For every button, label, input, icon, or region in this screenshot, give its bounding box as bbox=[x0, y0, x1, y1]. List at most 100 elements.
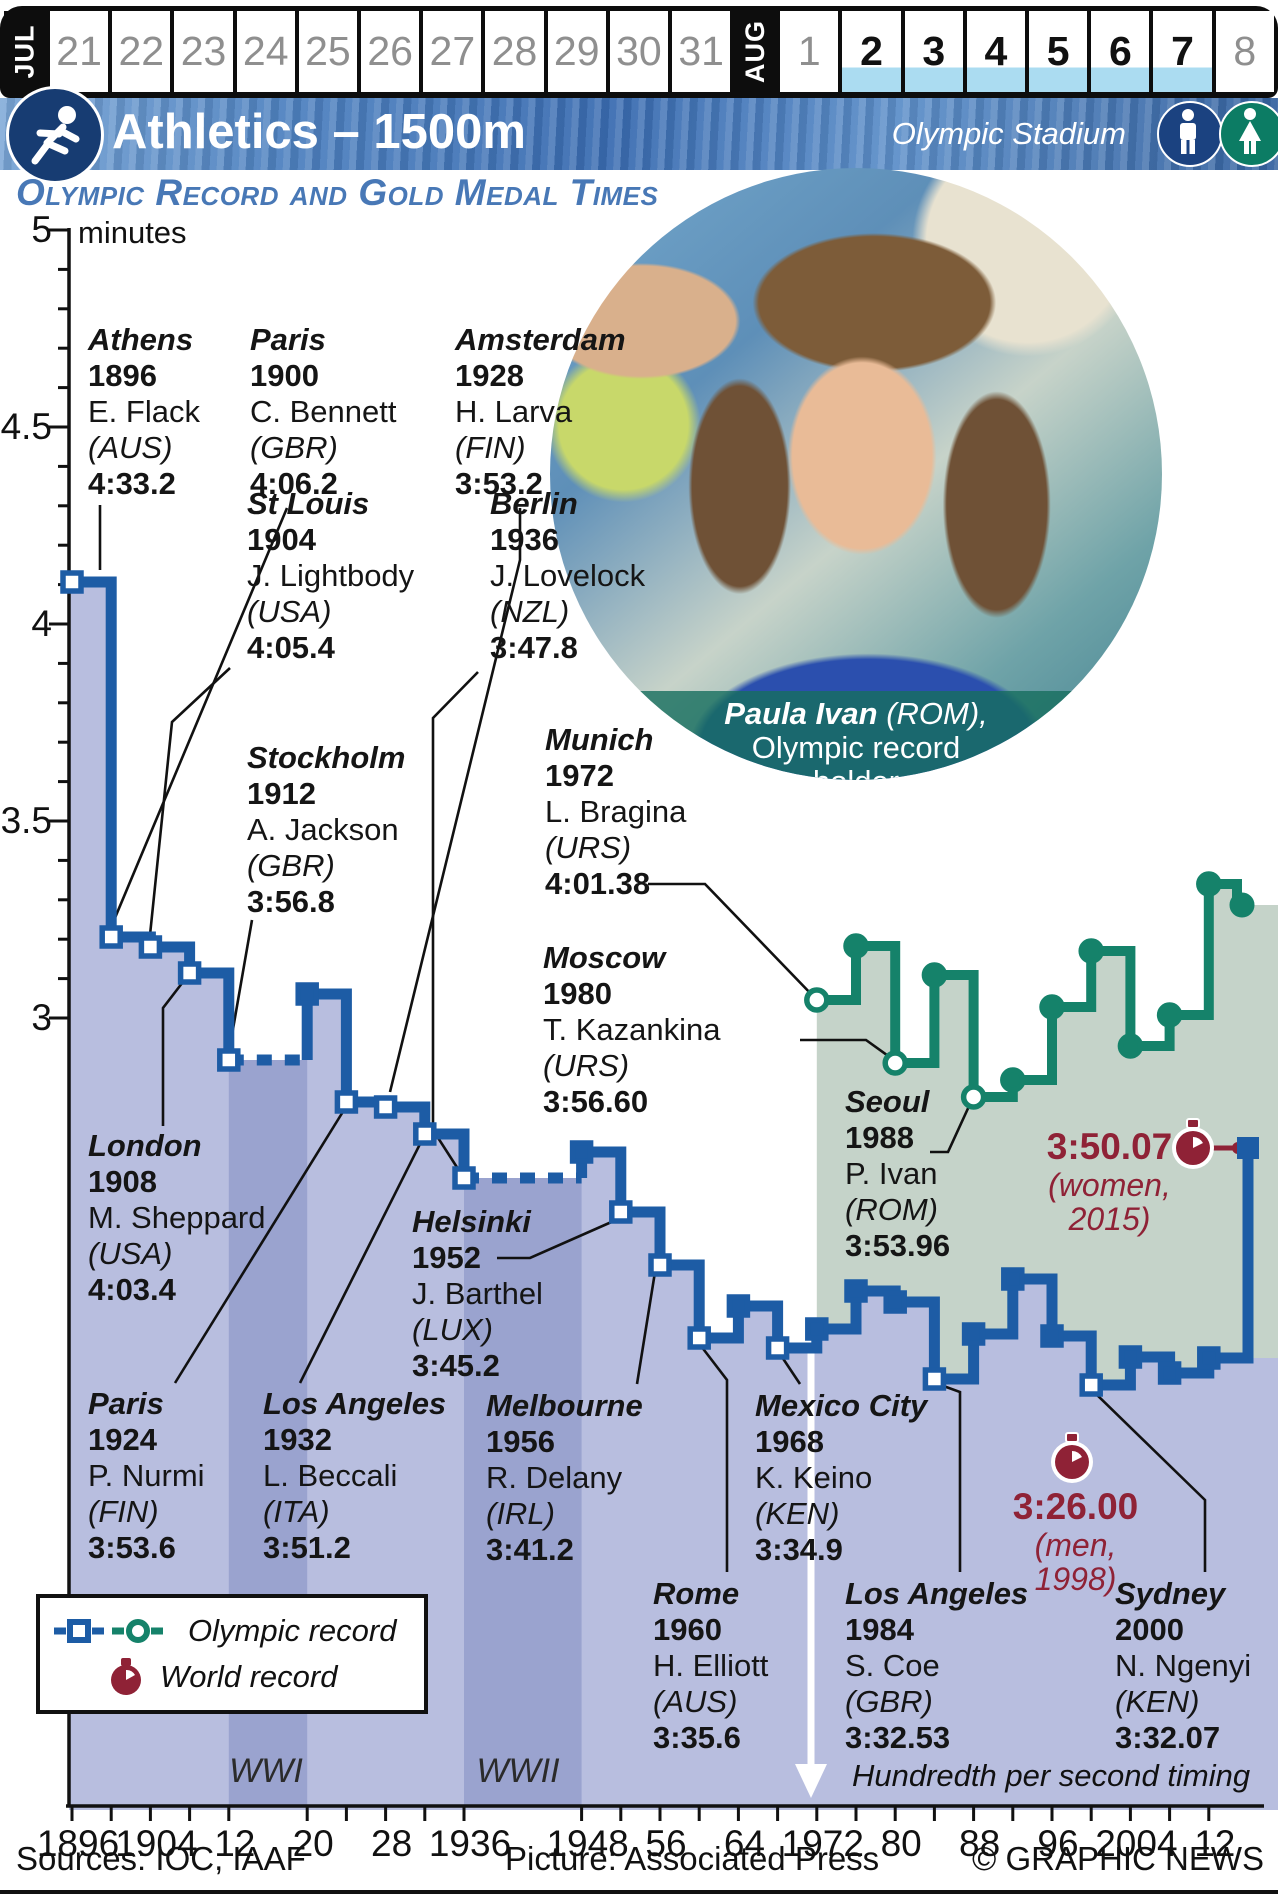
world-record-men-note: (men, 1998) bbox=[1034, 1527, 1117, 1597]
annotation-city: Los Angeles bbox=[263, 1386, 447, 1421]
world-record-women-time: 3:50.07 bbox=[1046, 1126, 1173, 1167]
calendar-day-cell: 27 bbox=[423, 11, 482, 92]
svg-text:88: 88 bbox=[959, 1823, 1000, 1864]
photo-caption-line3: holder bbox=[550, 765, 1162, 781]
annotation-city: Moscow bbox=[543, 940, 666, 975]
calendar-day-cell: 24 bbox=[236, 11, 295, 92]
svg-text:12: 12 bbox=[1194, 1823, 1235, 1864]
annotation-nm: H. Larva bbox=[455, 394, 573, 429]
annotation-nm: K. Keino bbox=[755, 1460, 873, 1495]
games-annotation-la1984: Los Angeles 1984 S. Coe (GBR) 3:32.53 bbox=[845, 1576, 1028, 1756]
svg-text:1972: 1972 bbox=[782, 1823, 864, 1864]
annotation-city: Amsterdam bbox=[455, 322, 626, 357]
calendar-day-cell: 23 bbox=[174, 11, 233, 92]
annotation-ctry: (GBR) bbox=[845, 1684, 933, 1719]
calendar-day-cell: 4 bbox=[966, 11, 1026, 92]
photo-caption: Paula Ivan (ROM), Olympic record holder bbox=[550, 691, 1162, 780]
annotation-city: Athens bbox=[88, 322, 194, 357]
photo-caption-line2: Olympic record bbox=[751, 730, 961, 765]
footer-picture-credit: Picture: Associated Press bbox=[505, 1840, 880, 1877]
annotation-ctry: (NZL) bbox=[490, 594, 570, 629]
runner-icon bbox=[6, 86, 104, 184]
annotation-city: Los Angeles bbox=[845, 1576, 1029, 1611]
calendar-day-cell: 31 bbox=[672, 11, 731, 92]
legend-olympic-record-label: Olympic record bbox=[188, 1613, 397, 1648]
annotation-tm: 3:35.6 bbox=[653, 1720, 741, 1755]
chart-subtitle: Olympic Record and Gold Medal Times bbox=[16, 172, 659, 213]
annotation-nm: P. Nurmi bbox=[88, 1458, 205, 1493]
annotation-yr: 1900 bbox=[250, 358, 319, 393]
annotation-city: Rome bbox=[653, 1576, 740, 1611]
annotation-city: Munich bbox=[545, 722, 654, 757]
annotation-yr: 1936 bbox=[490, 522, 559, 557]
title-band bbox=[0, 98, 1278, 170]
annotation-nm: S. Coe bbox=[845, 1648, 940, 1683]
games-annotation-melbourne: Melbourne 1956 R. Delany (IRL) 3:41.2 bbox=[486, 1388, 643, 1568]
annotation-tm: 3:32.53 bbox=[845, 1720, 951, 1755]
calendar-day-cell: 21 bbox=[50, 11, 109, 92]
svg-text:1936: 1936 bbox=[429, 1823, 511, 1864]
annotation-city: Melbourne bbox=[486, 1388, 643, 1423]
athlete-photo: Paula Ivan (ROM), Olympic record holder bbox=[550, 168, 1162, 780]
annotation-yr: 1984 bbox=[845, 1612, 914, 1647]
svg-text:12: 12 bbox=[214, 1823, 255, 1864]
svg-text:5: 5 bbox=[31, 209, 52, 250]
annotation-tm: 4:03.4 bbox=[88, 1272, 176, 1307]
games-annotation-athens: Athens 1896 E. Flack (AUS) 4:33.2 bbox=[88, 322, 200, 502]
annotation-tm: 3:41.2 bbox=[486, 1532, 574, 1567]
annotation-tm: 4:06.2 bbox=[250, 466, 338, 501]
photo-caption-country: (ROM), bbox=[877, 696, 988, 731]
annotation-tm: 4:33.2 bbox=[88, 466, 176, 501]
annotation-city: Berlin bbox=[490, 486, 578, 521]
annotation-city: Paris bbox=[250, 322, 326, 357]
games-annotation-seoul: Seoul 1988 P. Ivan (ROM) 3:53.96 bbox=[845, 1084, 950, 1264]
annotation-nm: A. Jackson bbox=[247, 812, 399, 847]
calendar-day-cell: 26 bbox=[361, 11, 420, 92]
annotation-tm: 3:56.8 bbox=[247, 884, 335, 919]
world-record-men: 3:26.00 (men, 1998) bbox=[998, 1486, 1153, 1596]
annotation-yr: 1968 bbox=[755, 1424, 824, 1459]
annotation-tm: 3:45.2 bbox=[412, 1348, 500, 1383]
annotation-nm: J. Lovelock bbox=[490, 558, 646, 593]
annotation-tm: 3:53.96 bbox=[845, 1228, 951, 1263]
games-annotation-london1908: London 1908 M. Sheppard (USA) 4:03.4 bbox=[88, 1128, 266, 1308]
annotation-ctry: (GBR) bbox=[250, 430, 338, 465]
annotation-tm: 3:47.8 bbox=[490, 630, 578, 665]
annotation-nm: R. Delany bbox=[486, 1460, 623, 1495]
annotation-yr: 1972 bbox=[545, 758, 614, 793]
calendar-day-cell: 6 bbox=[1091, 11, 1150, 92]
annotation-ctry: (FIN) bbox=[455, 430, 526, 465]
olympic-record-marker-icon bbox=[54, 1619, 163, 1643]
calendar-day-cell: 30 bbox=[609, 11, 669, 92]
svg-text:4: 4 bbox=[31, 603, 52, 644]
games-annotation-moscow: Moscow 1980 T. Kazankina (URS) 3:56.60 bbox=[543, 940, 721, 1120]
svg-text:1896: 1896 bbox=[37, 1823, 119, 1864]
world-record-women-note2: 2015) bbox=[1068, 1201, 1151, 1237]
annotation-nm: M. Sheppard bbox=[88, 1200, 266, 1235]
annotation-city: Mexico City bbox=[755, 1388, 928, 1423]
legend-olympic-record: Olympic record bbox=[54, 1608, 424, 1654]
calendar-day-cell: 25 bbox=[298, 11, 358, 92]
annotation-ctry: (GBR) bbox=[247, 848, 335, 883]
games-annotation-amsterdam: Amsterdam 1928 H. Larva (FIN) 3:53.2 bbox=[455, 322, 626, 502]
calendar-aug-tab: AUG bbox=[734, 11, 777, 92]
annotation-city: St Louis bbox=[247, 486, 370, 521]
annotation-tm: 3:53.6 bbox=[88, 1530, 176, 1565]
annotation-yr: 1956 bbox=[486, 1424, 555, 1459]
footer-rule bbox=[0, 1890, 1278, 1894]
annotation-tm: 3:34.9 bbox=[755, 1532, 843, 1567]
world-record-stopwatch-icon bbox=[111, 1658, 141, 1695]
svg-text:minutes: minutes bbox=[78, 215, 187, 250]
annotation-yr: 1932 bbox=[263, 1422, 332, 1457]
annotation-ctry: (USA) bbox=[88, 1236, 173, 1271]
annotation-city: Sydney bbox=[1115, 1576, 1226, 1611]
svg-text:2004: 2004 bbox=[1095, 1823, 1177, 1864]
svg-text:3.5: 3.5 bbox=[1, 800, 52, 841]
games-annotation-munich: Munich 1972 L. Bragina (URS) 4:01.38 bbox=[545, 722, 686, 902]
annotation-yr: 1908 bbox=[88, 1164, 157, 1199]
games-annotation-helsinki: Helsinki 1952 J. Barthel (LUX) 3:45.2 bbox=[412, 1204, 543, 1384]
world-record-men-time: 3:26.00 bbox=[1012, 1486, 1139, 1527]
female-icon bbox=[1219, 101, 1278, 167]
annotation-nm: J. Lightbody bbox=[247, 558, 415, 593]
